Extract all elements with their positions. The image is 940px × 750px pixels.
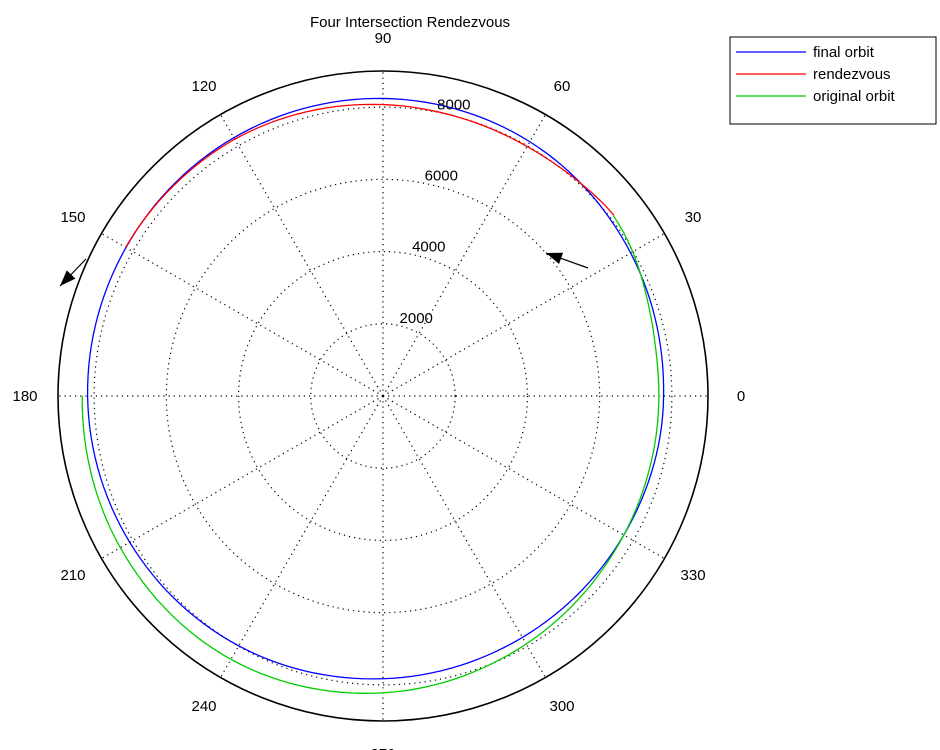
- arrow-head: [60, 270, 76, 286]
- chart-title: Four Intersection Rendezvous: [310, 14, 510, 31]
- angle-tick-label: 180: [12, 388, 37, 405]
- angle-tick-label: 120: [191, 78, 216, 95]
- angle-tick-label: 240: [191, 698, 216, 715]
- angle-tick-label: 60: [554, 78, 571, 95]
- series-line-final-orbit: [86, 97, 665, 680]
- radial-grid-circle: [237, 250, 529, 542]
- legend: final orbit rendezvous original orbit: [729, 36, 937, 125]
- angle-tick-label: 330: [681, 567, 706, 584]
- angle-tick-label: 300: [549, 698, 574, 715]
- angular-grid-spoke: [219, 114, 384, 397]
- angular-grid-spoke: [382, 395, 547, 678]
- radial-tick-label: 4000: [412, 239, 445, 256]
- angular-grid-spoke: [101, 395, 384, 560]
- legend-label: final orbit: [813, 44, 875, 61]
- polar-boundary: [57, 70, 709, 722]
- series-line-rendezvous: [125, 103, 615, 248]
- radial-tick-label: 6000: [425, 168, 458, 185]
- angle-tick-label: 0: [737, 388, 745, 405]
- radial-tick-label: 8000: [437, 96, 470, 113]
- angular-grid-spoke: [382, 232, 665, 397]
- angle-tick-label: 150: [60, 209, 85, 226]
- axis-labels: 0 30 60 90 120 150 180 210 240 270 300 330 2000 4000 6…: [12, 30, 745, 750]
- legend-label: rendezvous: [813, 66, 891, 83]
- polar-grid: [57, 70, 709, 722]
- data-series: [81, 97, 665, 694]
- angle-tick-label: 210: [60, 567, 85, 584]
- direction-arrows: [59, 252, 589, 287]
- arrow-head: [546, 252, 564, 265]
- angle-tick-label: 270: [370, 746, 395, 750]
- departure-arrow: [59, 258, 87, 287]
- radial-grid-circle: [310, 323, 456, 469]
- angular-grid-spoke: [382, 114, 547, 397]
- radial-tick-label: 2000: [400, 310, 433, 327]
- series-line-original-orbit: [81, 215, 660, 694]
- rendezvous-arrow: [545, 252, 589, 269]
- angle-tick-label: 30: [685, 209, 702, 226]
- angular-grid-spoke: [382, 395, 665, 560]
- angle-tick-label: 90: [375, 30, 392, 47]
- radial-grid-circle: [165, 178, 601, 614]
- radial-grid-circle: [93, 106, 673, 686]
- angular-grid-spoke: [101, 232, 384, 397]
- angular-grid-spoke: [219, 395, 384, 678]
- legend-box: [729, 36, 937, 125]
- legend-label: original orbit: [813, 88, 896, 105]
